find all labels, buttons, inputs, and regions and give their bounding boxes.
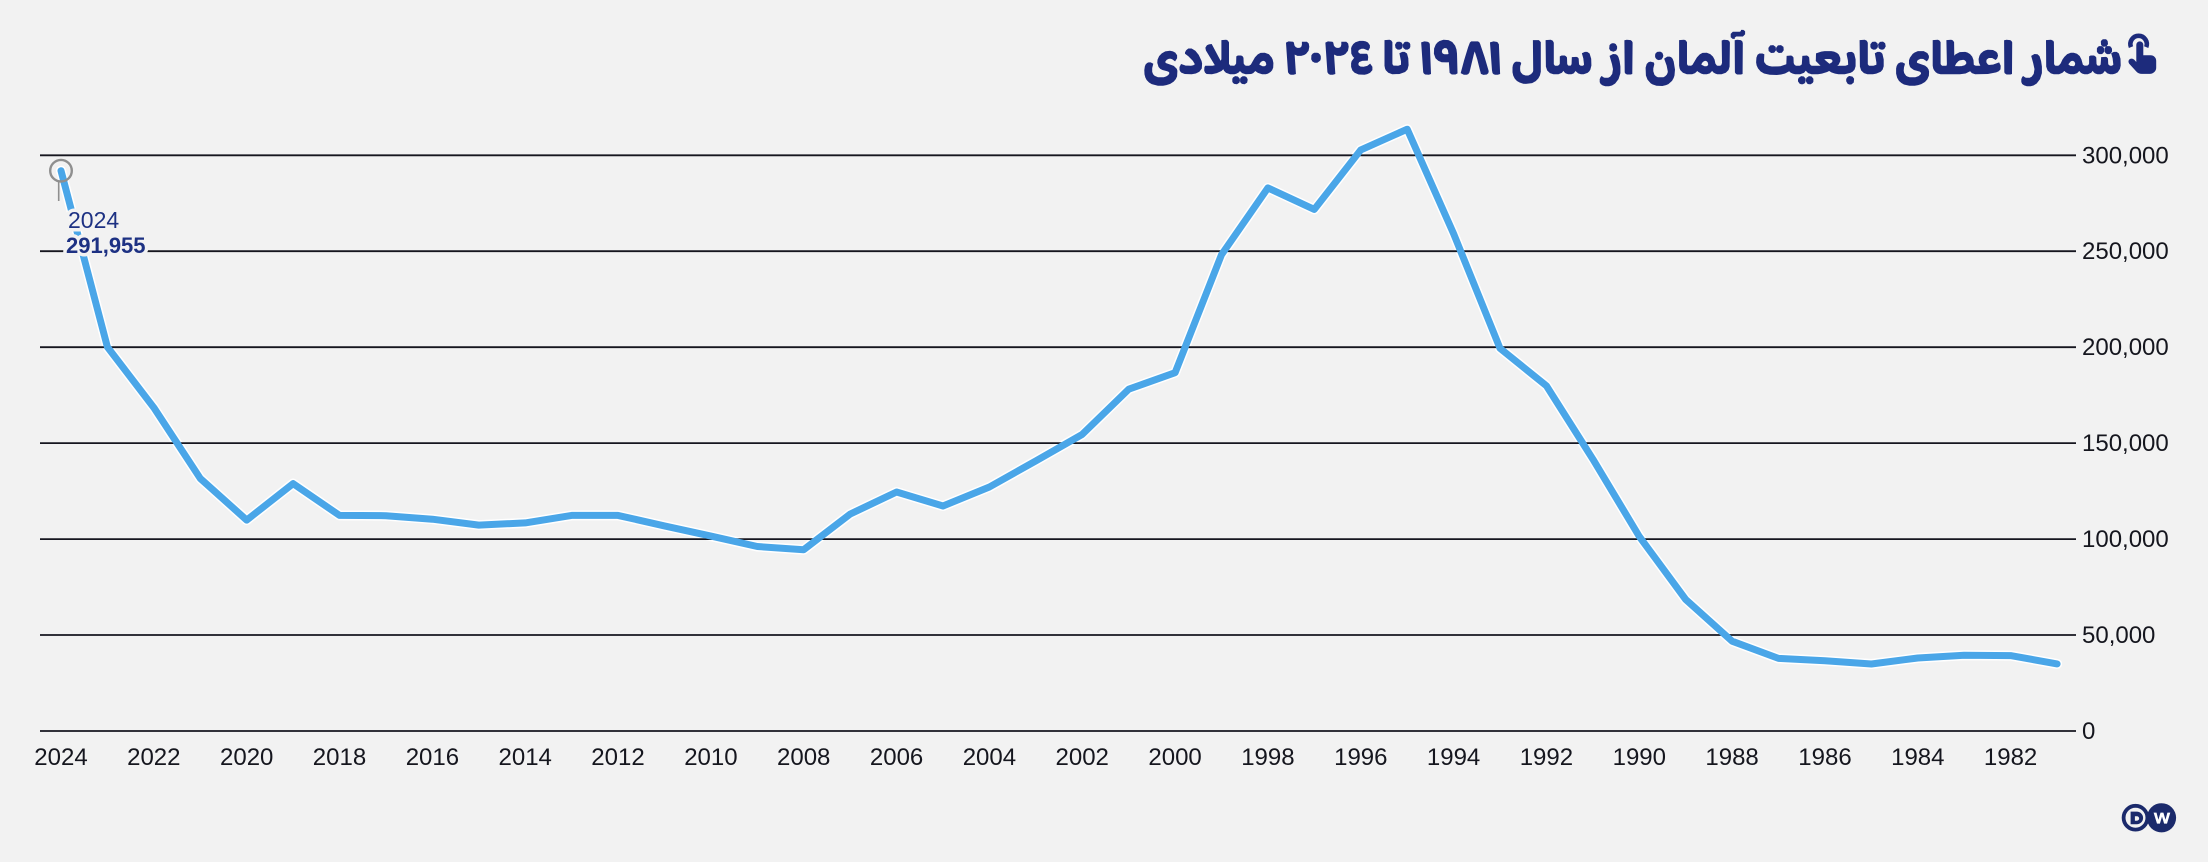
svg-text:2024: 2024 [68, 207, 119, 233]
svg-text:2006: 2006 [870, 744, 923, 771]
svg-text:1982: 1982 [1984, 744, 2037, 771]
svg-text:300,000: 300,000 [2082, 142, 2169, 169]
svg-text:2014: 2014 [499, 744, 552, 771]
svg-text:100,000: 100,000 [2082, 526, 2169, 553]
svg-text:1996: 1996 [1334, 744, 1387, 771]
svg-text:2024: 2024 [34, 744, 87, 771]
svg-text:2010: 2010 [684, 744, 737, 771]
svg-text:1986: 1986 [1798, 744, 1851, 771]
svg-text:1992: 1992 [1520, 744, 1573, 771]
svg-text:2000: 2000 [1148, 744, 1201, 771]
svg-text:291,955: 291,955 [66, 233, 146, 258]
svg-text:2022: 2022 [127, 744, 180, 771]
svg-text:2020: 2020 [220, 744, 273, 771]
svg-text:2012: 2012 [591, 744, 644, 771]
svg-text:2002: 2002 [1056, 744, 1109, 771]
svg-text:2004: 2004 [963, 744, 1016, 771]
svg-text:0: 0 [2082, 718, 2095, 745]
svg-text:250,000: 250,000 [2082, 238, 2169, 265]
svg-text:1994: 1994 [1427, 744, 1480, 771]
svg-text:1984: 1984 [1891, 744, 1944, 771]
svg-text:1988: 1988 [1705, 744, 1758, 771]
svg-text:200,000: 200,000 [2082, 334, 2169, 361]
svg-text:150,000: 150,000 [2082, 430, 2169, 457]
svg-text:2008: 2008 [777, 744, 830, 771]
svg-text:1990: 1990 [1613, 744, 1666, 771]
svg-text:2018: 2018 [313, 744, 366, 771]
svg-text:50,000: 50,000 [2082, 622, 2155, 649]
svg-text:2016: 2016 [406, 744, 459, 771]
svg-text:1998: 1998 [1241, 744, 1294, 771]
